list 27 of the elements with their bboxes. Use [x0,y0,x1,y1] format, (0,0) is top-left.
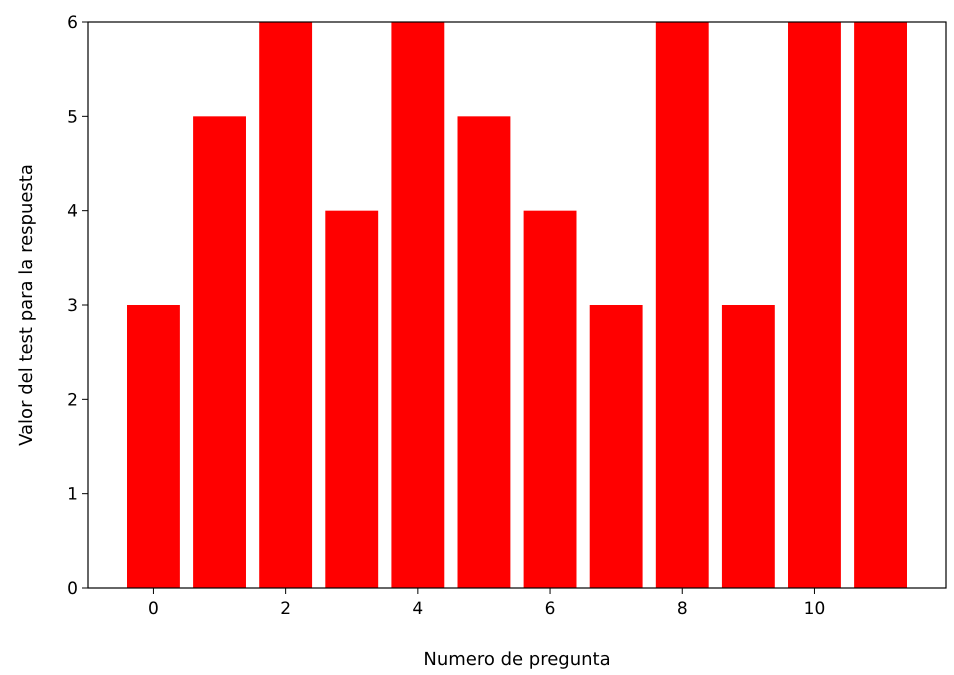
bar [590,305,643,588]
y-tick-label: 1 [67,484,78,505]
x-tick-label: 2 [280,599,292,619]
bar [325,210,378,588]
bar [193,116,246,588]
y-axis-title: Valor del test para la respuesta [16,164,37,446]
x-tick-label: 0 [148,599,159,619]
y-tick-label: 4 [67,202,78,222]
x-tick-label: 4 [412,599,424,619]
bar [788,22,841,588]
bar [854,22,907,588]
bar [458,116,510,588]
y-tick-label: 3 [67,296,78,316]
bar [524,210,576,588]
x-tick-label: 8 [676,599,688,619]
y-tick-label: 0 [67,578,78,599]
bar [259,22,312,588]
bar [127,305,180,588]
x-axis-title: Numero de pregunta [423,649,611,670]
y-tick-label: 5 [67,107,78,128]
bar [722,305,775,588]
bar [656,22,709,588]
y-tick-label: 2 [67,390,78,410]
y-tick-label: 6 [67,12,78,33]
bar [391,22,444,588]
x-tick-label: 10 [804,599,826,619]
x-tick-label: 6 [544,599,556,619]
